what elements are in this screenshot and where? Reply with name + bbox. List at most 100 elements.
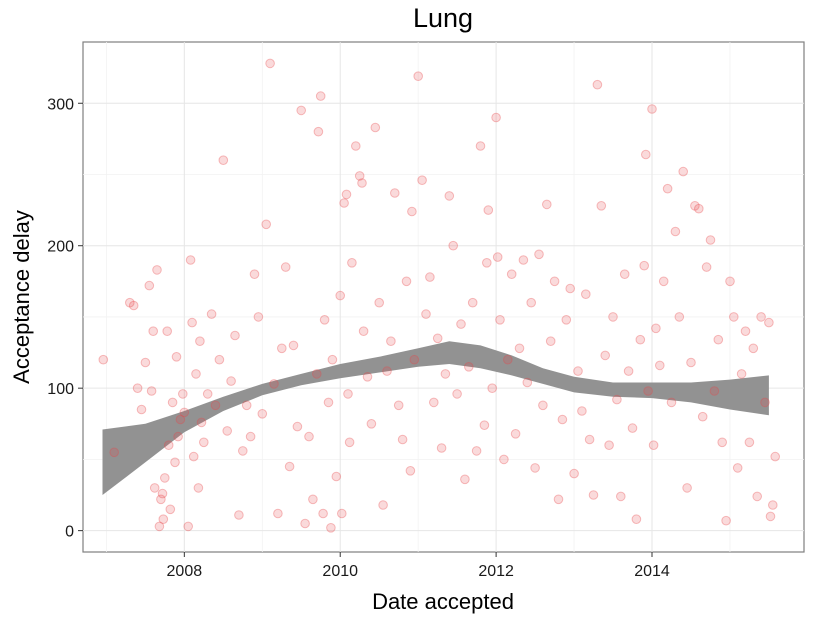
- data-point: [374, 297, 385, 308]
- data-point: [280, 262, 291, 272]
- data-point: [608, 312, 618, 322]
- data-point: [518, 255, 529, 265]
- data-point: [165, 504, 176, 515]
- data-point: [154, 521, 165, 532]
- data-point: [596, 201, 607, 211]
- data-point: [444, 191, 455, 201]
- data-point: [156, 494, 166, 505]
- data-point: [347, 258, 357, 268]
- data-point: [674, 312, 685, 322]
- data-point: [191, 369, 201, 379]
- data-point: [475, 141, 486, 151]
- data-point: [149, 483, 160, 493]
- data-point: [627, 423, 638, 433]
- data-point: [678, 166, 689, 177]
- data-point: [651, 323, 661, 334]
- data-point: [561, 315, 572, 325]
- data-point: [635, 334, 646, 345]
- data-point: [206, 309, 217, 319]
- data-point: [222, 426, 232, 436]
- data-point: [162, 326, 172, 337]
- data-point: [565, 283, 576, 294]
- data-point: [534, 249, 544, 260]
- data-point: [464, 362, 474, 372]
- data-point: [296, 105, 307, 116]
- data-point: [146, 386, 157, 396]
- data-point: [339, 198, 349, 208]
- data-point: [132, 383, 143, 394]
- data-point: [768, 500, 778, 510]
- data-point: [592, 79, 603, 90]
- data-point: [492, 252, 503, 262]
- data-point: [344, 437, 355, 448]
- data-point: [526, 297, 537, 308]
- data-point: [173, 431, 183, 442]
- data-point: [188, 451, 199, 462]
- x-tick-label: 2012: [478, 563, 514, 580]
- data-point: [765, 511, 776, 522]
- data-point: [709, 386, 720, 396]
- data-point: [318, 508, 328, 519]
- chart-title: Lung: [413, 3, 473, 33]
- data-point: [277, 343, 287, 354]
- data-point: [452, 389, 462, 399]
- data-point: [756, 312, 766, 322]
- data-point: [362, 372, 373, 382]
- data-point: [670, 226, 681, 237]
- data-point: [249, 269, 260, 280]
- data-point: [292, 421, 303, 432]
- data-point: [732, 463, 743, 473]
- data-point: [313, 126, 324, 137]
- y-axis: 0 100 200 300: [47, 96, 83, 541]
- data-point: [140, 357, 151, 368]
- data-point: [604, 440, 614, 451]
- data-point: [588, 490, 599, 500]
- data-point: [467, 297, 478, 308]
- data-point: [641, 149, 651, 160]
- data-point: [170, 457, 180, 468]
- data-point: [163, 440, 174, 451]
- data-point: [167, 397, 178, 408]
- data-point: [284, 461, 295, 472]
- data-point: [202, 389, 213, 399]
- data-point: [257, 409, 268, 419]
- y-tick-label: 0: [65, 524, 74, 541]
- data-point: [358, 326, 369, 337]
- data-point: [713, 334, 724, 345]
- data-point: [269, 379, 279, 389]
- data-point: [241, 400, 252, 411]
- data-point: [725, 276, 735, 287]
- data-point: [491, 112, 501, 123]
- data-point: [386, 336, 396, 347]
- data-point: [413, 71, 424, 81]
- data-point: [421, 309, 431, 319]
- data-point: [199, 437, 209, 448]
- data-point: [538, 400, 548, 411]
- data-point: [417, 175, 427, 185]
- data-point: [382, 366, 392, 376]
- data-point: [409, 354, 420, 365]
- data-point: [514, 343, 525, 354]
- data-point: [312, 369, 322, 379]
- data-point: [335, 290, 346, 301]
- data-point: [616, 491, 626, 502]
- data-point: [542, 199, 552, 210]
- x-tick-label: 2014: [634, 563, 670, 580]
- data-point: [265, 58, 275, 69]
- data-point: [401, 276, 412, 287]
- data-point: [764, 317, 774, 328]
- data-point: [152, 265, 162, 275]
- data-point: [331, 471, 342, 482]
- x-axis-title: Date accepted: [372, 589, 514, 614]
- data-point: [655, 360, 665, 371]
- data-point: [288, 340, 299, 351]
- data-point: [308, 494, 318, 505]
- data-point: [697, 411, 708, 422]
- data-point: [193, 483, 204, 493]
- data-point: [770, 451, 781, 462]
- data-point: [623, 366, 634, 376]
- data-point: [483, 205, 494, 215]
- data-point: [343, 389, 353, 399]
